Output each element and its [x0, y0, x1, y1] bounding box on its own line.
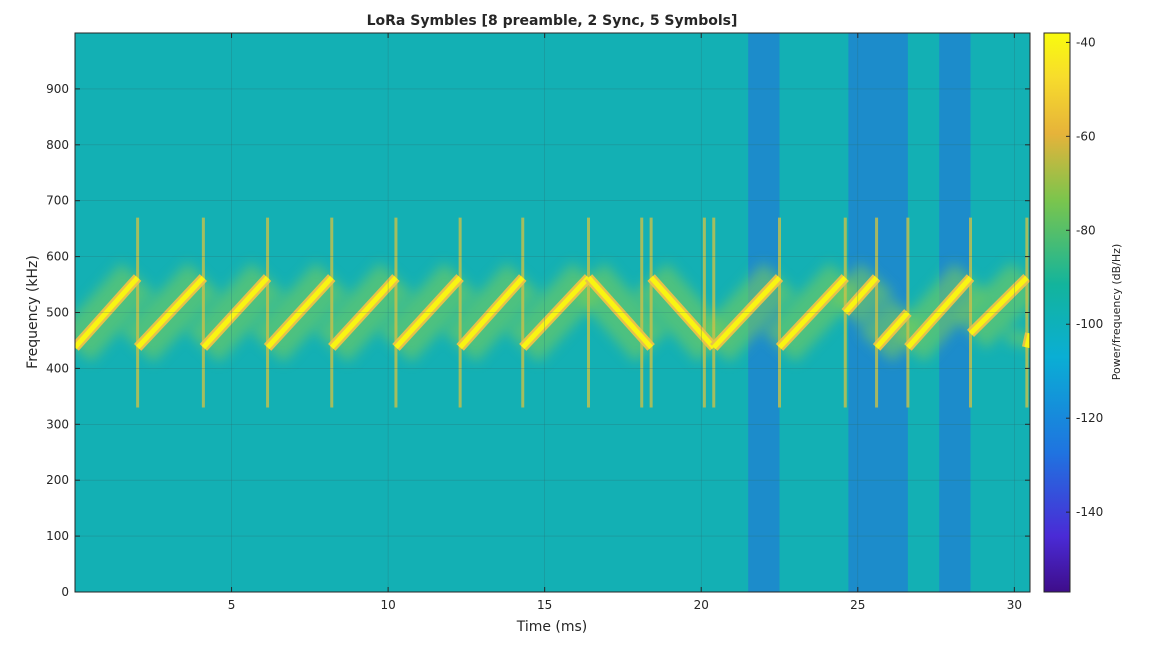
chirp-preamble-2	[201, 275, 270, 350]
chirp-preamble-3	[265, 275, 334, 350]
y-tick-label-4: 400	[46, 361, 69, 375]
colorbar-gradient	[1044, 33, 1070, 592]
chirp-preamble-0	[75, 275, 140, 350]
colorbar-tick-label-4: -120	[1076, 411, 1103, 425]
y-tick-label-1: 100	[46, 529, 69, 543]
colorbar-tick-label-0: -40	[1076, 35, 1096, 49]
chirp-data-15	[968, 275, 1029, 336]
grid-lines	[75, 33, 1030, 593]
chirp-preamble-4	[329, 275, 398, 350]
y-tick-label-2: 200	[46, 473, 69, 487]
chirp-preamble-6	[458, 275, 525, 350]
chirp-sync-8	[586, 275, 653, 350]
colorbar-tick-label-5: -140	[1076, 505, 1103, 519]
chart-title: LoRa Symbles [8 preamble, 2 Sync, 5 Symb…	[367, 13, 738, 29]
x-tick-label-4: 25	[850, 598, 865, 612]
colorbar-tick-label-2: -80	[1076, 223, 1096, 237]
transition-spikes	[135, 33, 1029, 592]
y-tick-label-3: 300	[46, 417, 69, 431]
plot-area	[74, 32, 1031, 593]
colorbar-tick-label-1: -60	[1076, 129, 1096, 143]
y-tick-label-9: 900	[46, 82, 69, 96]
y-axis-label: Frequency (kHz)	[25, 255, 41, 369]
chirp-sync-9	[649, 275, 716, 350]
x-tick-label-0: 5	[228, 598, 236, 612]
colorbar-label: Power/frequency (dB/Hz)	[1110, 244, 1123, 381]
y-tick-label-6: 600	[46, 250, 69, 264]
x-tick-label-3: 20	[694, 598, 709, 612]
chirp-data-13	[874, 310, 910, 350]
chirp-preamble-5	[394, 275, 462, 350]
chirp-data-12	[843, 275, 879, 315]
chirp-data-14	[906, 275, 973, 350]
x-tick-label-2: 15	[537, 598, 552, 612]
chirp-traces	[75, 274, 1030, 351]
chirp-data-10	[711, 275, 782, 350]
y-tick-label-5: 500	[46, 306, 69, 320]
x-tick-label-1: 10	[380, 598, 395, 612]
colorbar-frame	[1043, 32, 1071, 593]
chirp-data-16	[1024, 332, 1030, 348]
chirp-preamble-1	[135, 275, 206, 350]
colorbar-ticks: -40 -60 -80 -100 -120 -140	[1066, 35, 1103, 519]
y-tick-label-7: 700	[46, 194, 69, 208]
y-axis-ticks: 0 100 200 300 400 500 600 700 800 900	[46, 82, 1030, 599]
x-axis-ticks: 5 10 15 20 25 30	[228, 33, 1022, 612]
x-tick-label-5: 30	[1007, 598, 1022, 612]
y-tick-label-0: 0	[61, 585, 69, 599]
x-axis-label: Time (ms)	[516, 619, 588, 635]
chirp-preamble-7	[520, 275, 591, 350]
chirp-data-11	[777, 275, 848, 350]
y-tick-label-8: 800	[46, 138, 69, 152]
colorbar: -40 -60 -80 -100 -120 -140 Power/frequency (d…	[1043, 32, 1123, 593]
colorbar-tick-label-3: -100	[1076, 317, 1103, 331]
